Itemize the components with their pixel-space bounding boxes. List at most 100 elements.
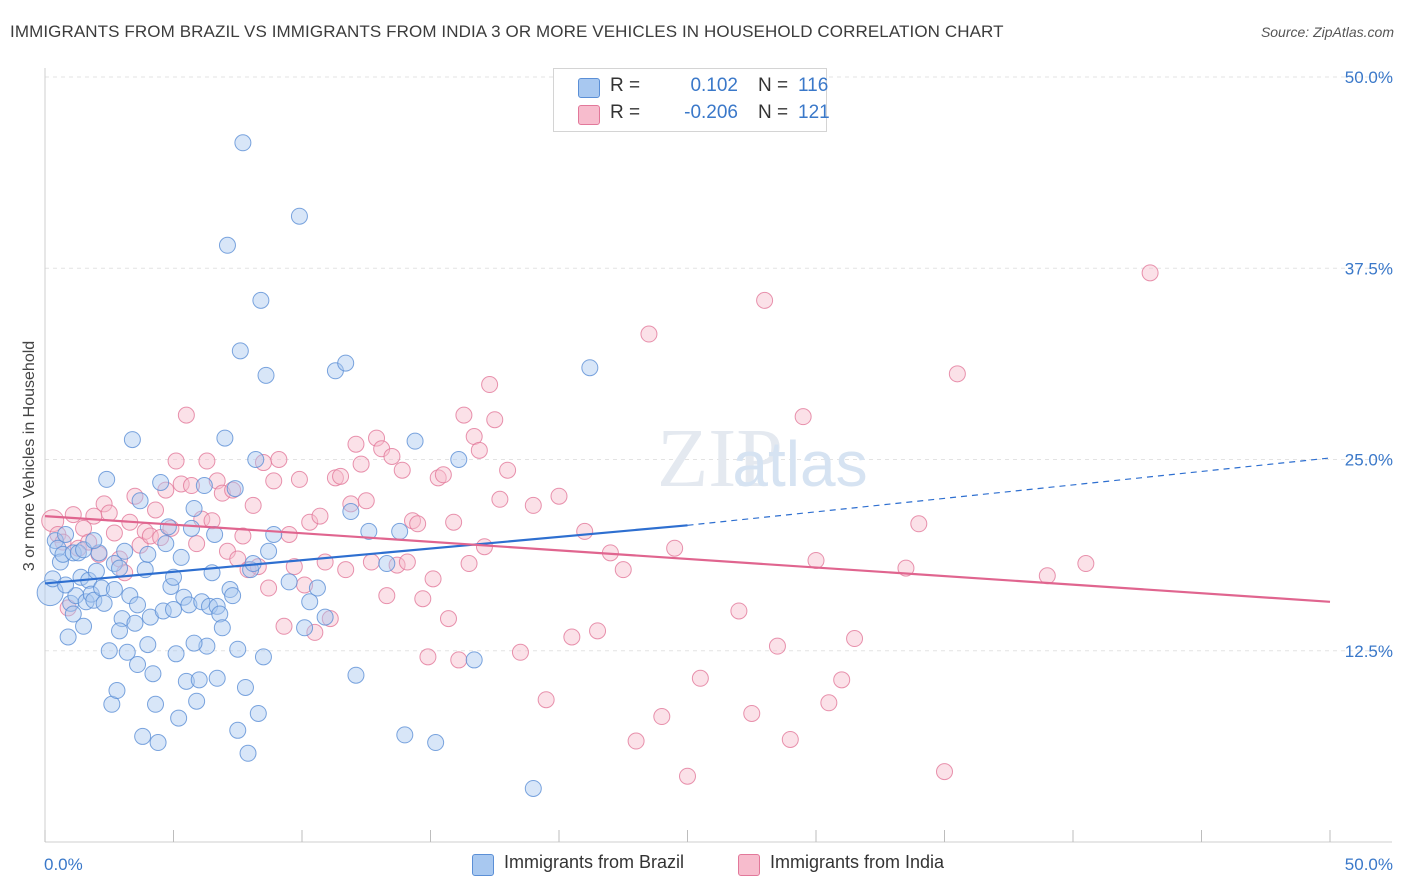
brazil-point bbox=[211, 605, 229, 623]
brazil-point bbox=[213, 619, 231, 637]
india-point bbox=[434, 466, 452, 484]
brazil-point bbox=[257, 366, 275, 384]
brazil-point bbox=[249, 704, 267, 722]
brazil-point bbox=[116, 542, 134, 560]
india-point bbox=[260, 579, 278, 597]
india-legend-swatch bbox=[738, 854, 760, 876]
brazil-n-value: 116 bbox=[798, 75, 829, 96]
india-point bbox=[1038, 567, 1056, 585]
y-tick-label: 25.0% bbox=[1345, 451, 1393, 470]
india-point bbox=[743, 704, 761, 722]
brazil-point bbox=[342, 503, 360, 521]
n-label: N = bbox=[758, 75, 789, 96]
india-point bbox=[275, 617, 293, 635]
india-legend-label: Immigrants from India bbox=[770, 852, 945, 872]
brazil-point bbox=[337, 354, 355, 372]
india-point bbox=[691, 669, 709, 687]
brazil-point bbox=[157, 535, 175, 553]
tick-labels: 12.5% 25.0% 37.5% 50.0% 0.0% 50.0% bbox=[44, 68, 1393, 874]
brazil-point bbox=[450, 451, 468, 468]
brazil-point bbox=[105, 581, 123, 599]
india-point bbox=[306, 623, 324, 641]
brazil-point bbox=[111, 622, 129, 640]
brazil-point bbox=[234, 134, 252, 152]
india-point bbox=[188, 535, 206, 553]
brazil-trend-line bbox=[44, 524, 688, 585]
india-point bbox=[653, 708, 671, 726]
india-point bbox=[481, 376, 499, 394]
india-point bbox=[460, 555, 478, 573]
brazil-point bbox=[85, 591, 103, 609]
brazil-point bbox=[139, 545, 157, 563]
brazil-point bbox=[147, 695, 165, 713]
correlation-legend: R = 0.102 N = 116 R = -0.206 N = 121 bbox=[553, 68, 830, 132]
india-point bbox=[820, 694, 838, 712]
brazil-point bbox=[229, 721, 247, 739]
trend-lines bbox=[44, 457, 1331, 603]
india-point bbox=[290, 470, 308, 488]
brazil-point bbox=[159, 518, 177, 536]
india-point bbox=[455, 406, 473, 424]
brazil-point bbox=[239, 744, 257, 762]
india-point bbox=[768, 637, 786, 655]
india-point bbox=[419, 648, 437, 666]
india-point bbox=[198, 452, 216, 470]
india-point bbox=[589, 622, 607, 640]
india-point bbox=[910, 515, 928, 533]
india-point bbox=[393, 461, 411, 479]
india-point bbox=[95, 495, 113, 513]
india-point bbox=[64, 506, 82, 524]
brazil-point bbox=[185, 634, 203, 652]
india-point bbox=[576, 522, 594, 540]
brazil-point bbox=[190, 671, 208, 689]
india-point bbox=[280, 525, 298, 543]
y-tick-label: 50.0% bbox=[1345, 68, 1393, 87]
brazil-r-value: 0.102 bbox=[690, 75, 738, 96]
brazil-point bbox=[126, 614, 144, 632]
india-point bbox=[357, 492, 375, 510]
brazil-point bbox=[316, 608, 334, 626]
india-point bbox=[362, 553, 380, 571]
brazil-trend-extension bbox=[687, 457, 1331, 526]
brazil-point bbox=[172, 548, 190, 566]
india-point bbox=[224, 481, 242, 499]
india-point bbox=[244, 496, 262, 514]
brazil-point bbox=[129, 596, 147, 614]
india-point bbox=[424, 570, 442, 588]
india-point bbox=[833, 671, 851, 689]
y-tick-label: 37.5% bbox=[1345, 259, 1393, 278]
brazil-swatch bbox=[578, 78, 600, 98]
india-point bbox=[337, 561, 355, 579]
r-label: R = bbox=[610, 102, 641, 123]
india-point bbox=[147, 501, 165, 519]
india-point bbox=[550, 487, 568, 505]
brazil-point bbox=[75, 617, 93, 635]
brazil-point bbox=[236, 678, 254, 696]
india-point bbox=[948, 365, 966, 383]
india-point bbox=[445, 513, 463, 531]
india-point bbox=[265, 472, 283, 490]
india-r-value: -0.206 bbox=[684, 102, 738, 123]
brazil-point bbox=[396, 726, 414, 744]
brazil-point bbox=[131, 492, 149, 510]
india-point bbox=[794, 408, 812, 426]
brazil-point bbox=[129, 656, 147, 674]
india-point bbox=[491, 490, 509, 508]
india-point bbox=[409, 515, 427, 533]
brazil-point bbox=[105, 555, 123, 573]
r-label: R = bbox=[610, 75, 641, 96]
india-point bbox=[537, 691, 555, 709]
india-point bbox=[679, 767, 696, 785]
brazil-point bbox=[98, 470, 116, 488]
india-point bbox=[383, 447, 401, 465]
india-point bbox=[213, 484, 231, 502]
brazil-legend-label: Immigrants from Brazil bbox=[504, 852, 685, 872]
brazil-point bbox=[149, 734, 167, 752]
y-tick-label: 12.5% bbox=[1345, 642, 1393, 661]
brazil-point bbox=[406, 432, 424, 450]
brazil-point bbox=[180, 596, 198, 614]
brazil-point bbox=[144, 665, 162, 683]
brazil-point bbox=[229, 640, 247, 658]
brazil-point bbox=[252, 291, 270, 309]
india-point bbox=[1077, 555, 1095, 573]
